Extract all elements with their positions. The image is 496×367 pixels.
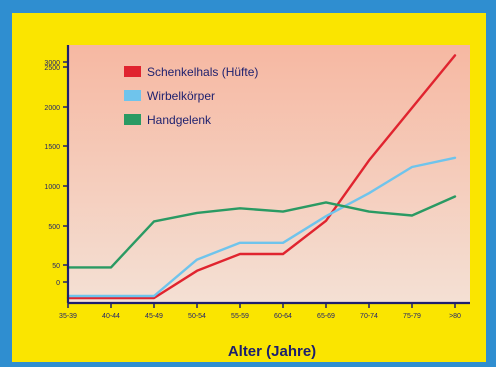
x-tick-label: 35-39 [59, 313, 77, 320]
y-tick-label: 0 [56, 280, 60, 287]
y-tick-label: 1500 [44, 144, 60, 151]
y-tick-label: 3000 [44, 60, 60, 67]
x-tick-label: 60-64 [274, 313, 292, 320]
x-tick-label: 45-49 [145, 313, 163, 320]
x-tick-label: 70-74 [360, 313, 378, 320]
y-tick-label: 500 [48, 224, 60, 231]
y-tick-label: 1000 [44, 184, 60, 191]
legend-swatch [124, 114, 141, 125]
legend-swatch [124, 90, 141, 101]
series-line-1 [66, 54, 457, 300]
legend-label: Schenkelhals (Hüfte) [147, 65, 258, 79]
x-axis-label: Alter (Jahre) [228, 343, 316, 360]
series-line-2 [66, 156, 457, 298]
x-tick-label: 75-79 [403, 313, 421, 320]
legend: Schenkelhals (Hüfte) Wirbelkörper Handgele… [124, 65, 258, 127]
y-tick-label: 50 [52, 263, 60, 270]
x-tick-labels: 35-39 40-44 45-49 50-54 55-59 60-64 65-69 70-74… [59, 303, 461, 320]
x-tick-label: 50-54 [188, 313, 206, 320]
legend-swatch [124, 66, 141, 77]
plot-area [68, 45, 470, 303]
series-line-3 [66, 195, 457, 269]
series-lines [66, 54, 457, 300]
axes [66, 45, 470, 305]
x-tick-label: >80 [449, 313, 461, 320]
x-tick-label: 40-44 [102, 313, 120, 320]
y-tick-label: 2000 [44, 105, 60, 112]
legend-label: Handgelenk [147, 113, 212, 127]
x-tick-label: 55-59 [231, 313, 249, 320]
x-tick-label: 65-69 [317, 313, 335, 320]
legend-label: Wirbelkörper [147, 89, 215, 103]
y-tick-label: 2500 [44, 65, 60, 72]
